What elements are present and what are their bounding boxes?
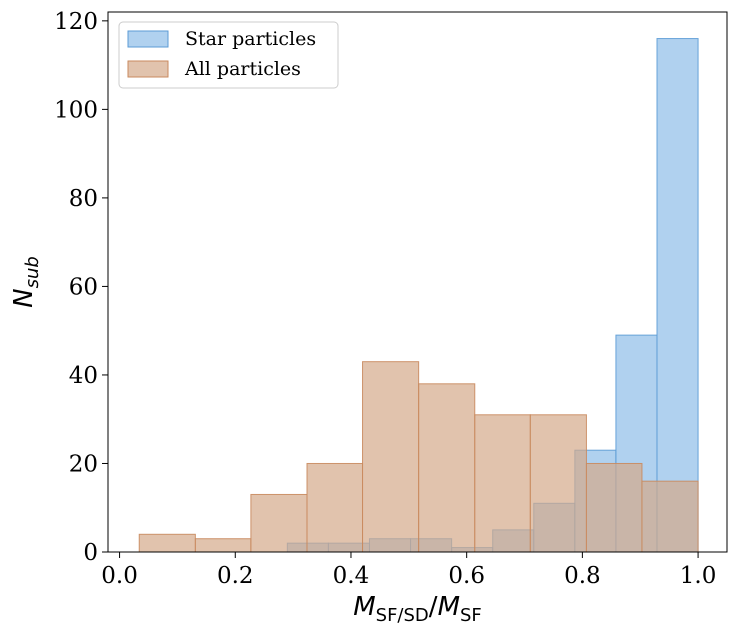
x-tick-label-3: 0.6 [448,563,485,589]
y-tick-label-0: 0 [83,540,98,566]
legend-box [118,21,339,89]
legend: Star particles All particles [118,21,339,89]
all-particles-bar-7 [529,414,587,553]
all-particles-bar-4 [362,361,420,553]
y-tick-label-6: 120 [54,9,98,35]
y-axis-ticks: 0 20 40 60 80 100 120 [54,9,108,566]
x-tick-label-1: 0.2 [217,563,254,589]
y-tick-label-3: 60 [69,274,98,300]
all-particles-bar-5 [418,383,476,553]
all-particles-bar-3 [306,462,364,553]
y-tick-label-5: 100 [54,97,98,123]
x-tick-label-5: 1.0 [680,563,717,589]
all-particles-bar-6 [474,414,531,553]
x-axis-label: MSF/SD/MSF [353,592,482,626]
plot-frame [107,11,728,553]
all-particles-bar-0 [138,533,196,553]
y-tick-label-2: 40 [69,363,98,389]
all-particles-bar-2 [250,493,308,553]
x-axis-ticks: 0.0 0.2 0.4 0.6 0.8 1.0 [101,552,716,589]
all-particles-bar-9 [641,480,699,553]
legend-label-all-particles: All particles [184,58,301,80]
y-axis-label: Nsub [9,256,43,308]
legend-swatch-star-particles [127,30,169,48]
legend-swatch-all-particles [127,60,169,78]
all-particles-bar-1 [194,538,252,553]
y-tick-label-4: 80 [69,186,98,212]
legend-label-star-particles: Star particles [185,28,316,50]
x-tick-label-0: 0.0 [101,563,138,589]
y-tick-label-1: 20 [69,451,98,477]
all-particles-bars [138,361,699,553]
x-tick-label-2: 0.4 [333,563,370,589]
x-tick-label-4: 0.8 [564,563,601,589]
star-particles-bar-9 [656,38,699,553]
all-particles-bar-8 [585,462,643,553]
